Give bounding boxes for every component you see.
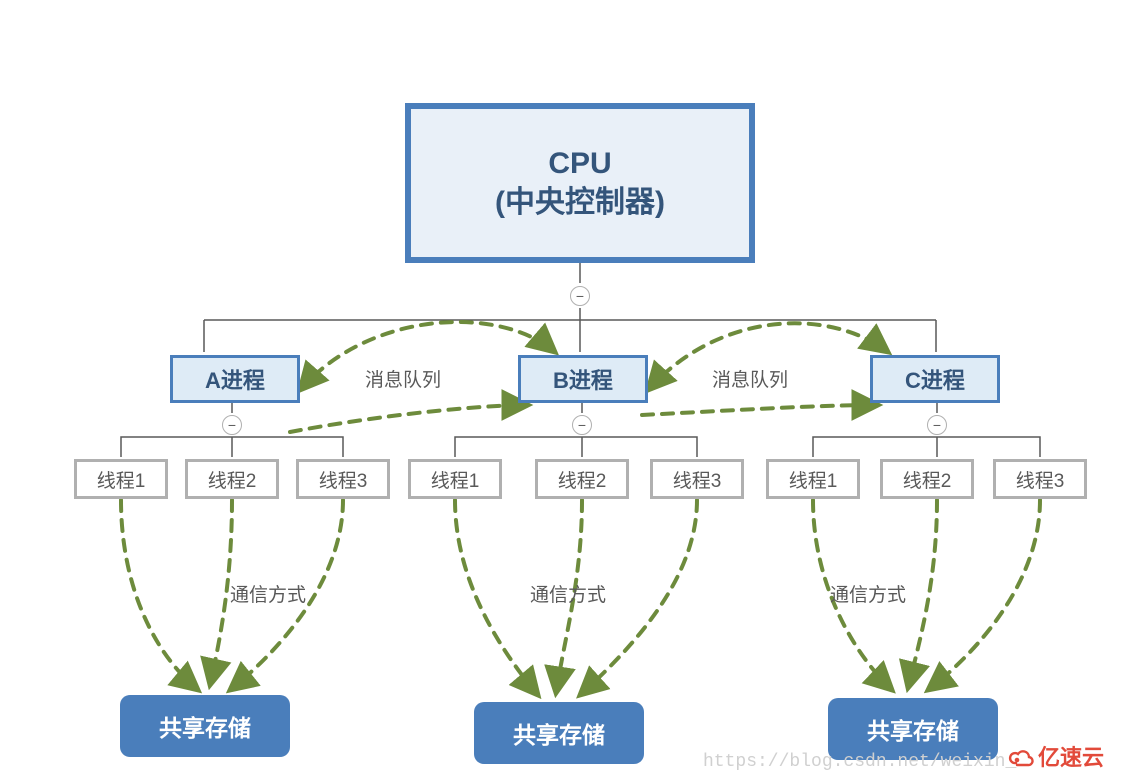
dashed-edge [642,405,878,415]
cpu-box: CPU (中央控制器) [405,103,755,263]
dashed-edge [121,500,198,690]
dashed-edge [928,500,1040,690]
diagram-canvas: CPU (中央控制器) A进程 B进程 C进程 线程1 线程2 线程3 线程1 线程2 线程3… [0,0,1122,772]
tree-edge [204,308,936,352]
tree-edge [121,437,343,457]
process-box-A: A进程 [170,355,300,403]
process-box-B: B进程 [518,355,648,403]
cpu-label-line1: CPU [495,144,665,183]
tree-edge [455,437,697,457]
edge-label: 通信方式 [530,580,606,607]
watermark-text: https://blog.csdn.net/weixin_ [703,752,1016,772]
thread-box: 线程1 [408,459,502,499]
thread-box: 线程2 [535,459,629,499]
dashed-edge [210,500,232,685]
process-box-C: C进程 [870,355,1000,403]
tree-edge [813,437,1040,457]
dashed-edge [290,405,528,432]
thread-box: 线程3 [650,459,744,499]
storage-box: 共享存储 [828,698,998,760]
thread-box: 线程2 [880,459,974,499]
edge-label: 消息队列 [365,365,441,392]
dashed-edge [455,500,538,695]
brand-logo: 亿速云 [1008,740,1104,772]
thread-box: 线程3 [296,459,390,499]
collapse-minus-icon: − [927,415,947,435]
storage-box: 共享存储 [474,702,644,764]
cloud-icon [1008,745,1034,767]
brand-logo-text: 亿速云 [1038,740,1104,772]
thread-box: 线程3 [993,459,1087,499]
edge-label: 消息队列 [712,365,788,392]
cpu-label-line2: (中央控制器) [495,183,665,222]
collapse-minus-icon: − [572,415,592,435]
collapse-minus-icon: − [570,286,590,306]
dashed-edge [908,500,937,688]
collapse-minus-icon: − [222,415,242,435]
thread-box: 线程2 [185,459,279,499]
edge-label: 通信方式 [230,580,306,607]
storage-box: 共享存储 [120,695,290,757]
thread-box: 线程1 [766,459,860,499]
edge-label: 通信方式 [830,580,906,607]
thread-box: 线程1 [74,459,168,499]
